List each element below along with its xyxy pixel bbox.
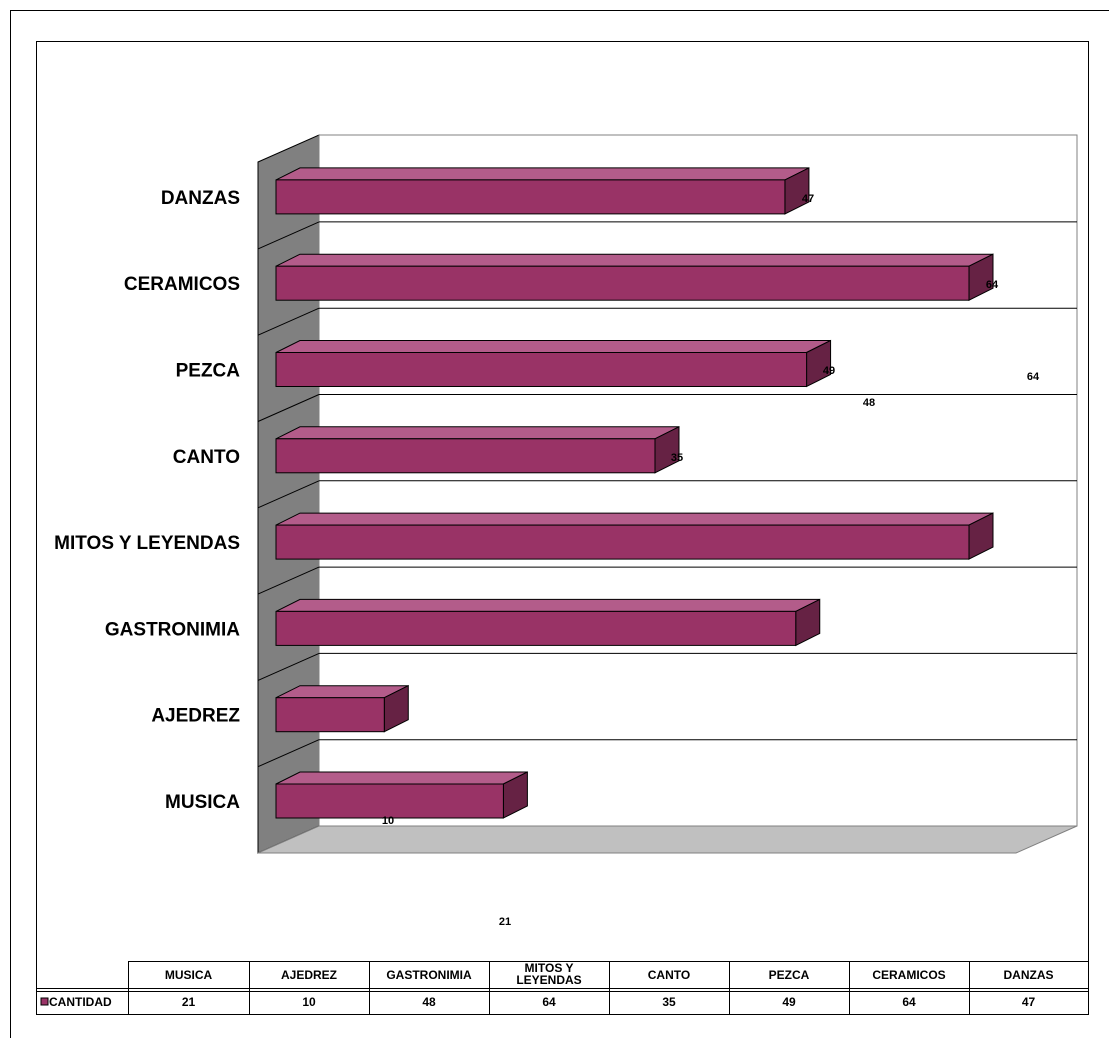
- category-labels: MUSICA AJEDREZ GASTRONIMIA MITOS Y LEYENDAS…: [54, 188, 240, 813]
- bar-musica: [275, 771, 528, 819]
- category-label-ceramicos: CERAMICOS: [124, 274, 240, 295]
- category-label-musica: MUSICA: [165, 792, 240, 813]
- gridline-wall: [257, 394, 320, 422]
- data-table: CANTIDAD MUSICA 21 AJEDREZ 10 GASTRONIMIA 48 MI…: [36, 961, 1089, 1015]
- bar-top-face: [275, 512, 994, 526]
- bar-front-face: [275, 179, 786, 215]
- category-label-danzas: DANZAS: [161, 188, 240, 209]
- bar-front-face: [275, 438, 656, 474]
- data-label-canto: 35: [671, 452, 683, 464]
- table-value-ceramicos: 64: [902, 995, 916, 1009]
- table-value-musica: 21: [182, 995, 196, 1009]
- table-value-pezca: 49: [782, 995, 796, 1009]
- bar-gastronimia: [275, 598, 821, 647]
- bar-top-face: [275, 598, 820, 612]
- table-value-canto: 35: [662, 995, 676, 1009]
- bar-top-face: [275, 340, 831, 353]
- bar-top-face: [275, 426, 680, 440]
- table-header-musica: MUSICA: [165, 968, 213, 982]
- data-label-gastronimia: 48: [863, 397, 875, 409]
- gridline-wall: [257, 566, 320, 595]
- data-labels: 21 10 48 64 35 49 64 47: [382, 193, 1040, 928]
- bar-ajedrez: [275, 684, 409, 733]
- table-value-danzas: 47: [1022, 995, 1036, 1009]
- table-row-label: CANTIDAD: [49, 995, 112, 1009]
- category-label-gastronimia: GASTRONIMIA: [105, 619, 240, 640]
- table-header-danzas: DANZAS: [1004, 968, 1054, 982]
- legend-key: [40, 997, 49, 1006]
- bar-front-face: [275, 524, 970, 560]
- gridline-wall: [257, 652, 320, 681]
- category-label-canto: CANTO: [173, 447, 240, 468]
- data-label-danzas: 47: [802, 193, 814, 205]
- table-header-ceramicos: CERAMICOS: [872, 968, 945, 982]
- bar-front-face: [275, 610, 797, 646]
- gridline-wall: [257, 480, 320, 509]
- bar-top-face: [275, 253, 994, 267]
- bar-front-face: [275, 265, 970, 301]
- data-label-musica: 21: [499, 916, 511, 928]
- gridline-wall: [257, 221, 320, 250]
- table-header-canto: CANTO: [648, 968, 690, 982]
- bar-front-face: [275, 352, 808, 387]
- bar-mitos-y-leyendas: [275, 512, 994, 560]
- table-header-gastronimia: GASTRONIMIA: [386, 968, 472, 982]
- table-header-pezca: PEZCA: [769, 968, 810, 982]
- table-header-ajedrez: AJEDREZ: [281, 968, 337, 982]
- bar-ceramicos: [275, 253, 994, 302]
- gridline-wall: [257, 307, 320, 336]
- table-header-mitos-y-leyendas: MITOS Y LEYENDAS: [516, 961, 581, 987]
- gridline-wall: [257, 739, 320, 768]
- data-label-ajedrez: 10: [382, 815, 394, 827]
- data-label-ceramicos: 64: [986, 279, 999, 291]
- category-label-mitos-y-leyendas: MITOS Y LEYENDAS: [54, 533, 240, 554]
- bar-front-face: [275, 783, 504, 819]
- bar-danzas: [275, 167, 810, 215]
- chart-area-border: [36, 41, 1089, 992]
- category-label-ajedrez: AJEDREZ: [151, 706, 240, 727]
- table-value-mitos-y-leyendas: 64: [542, 995, 556, 1009]
- bar-top-face: [275, 167, 810, 181]
- bar-canto: [275, 425, 680, 474]
- table-value-ajedrez: 10: [302, 995, 316, 1009]
- bar-pezca: [275, 339, 832, 388]
- gridlines: [257, 221, 1077, 768]
- bar-front-face: [275, 697, 385, 733]
- floor: [257, 825, 1078, 854]
- data-label-pezca: 49: [823, 365, 835, 377]
- bar-top-face: [275, 771, 528, 785]
- data-label-mitos-y-leyendas: 64: [1027, 371, 1040, 383]
- table-value-gastronimia: 48: [422, 995, 436, 1009]
- bars: [275, 167, 994, 819]
- category-label-pezca: PEZCA: [176, 361, 241, 382]
